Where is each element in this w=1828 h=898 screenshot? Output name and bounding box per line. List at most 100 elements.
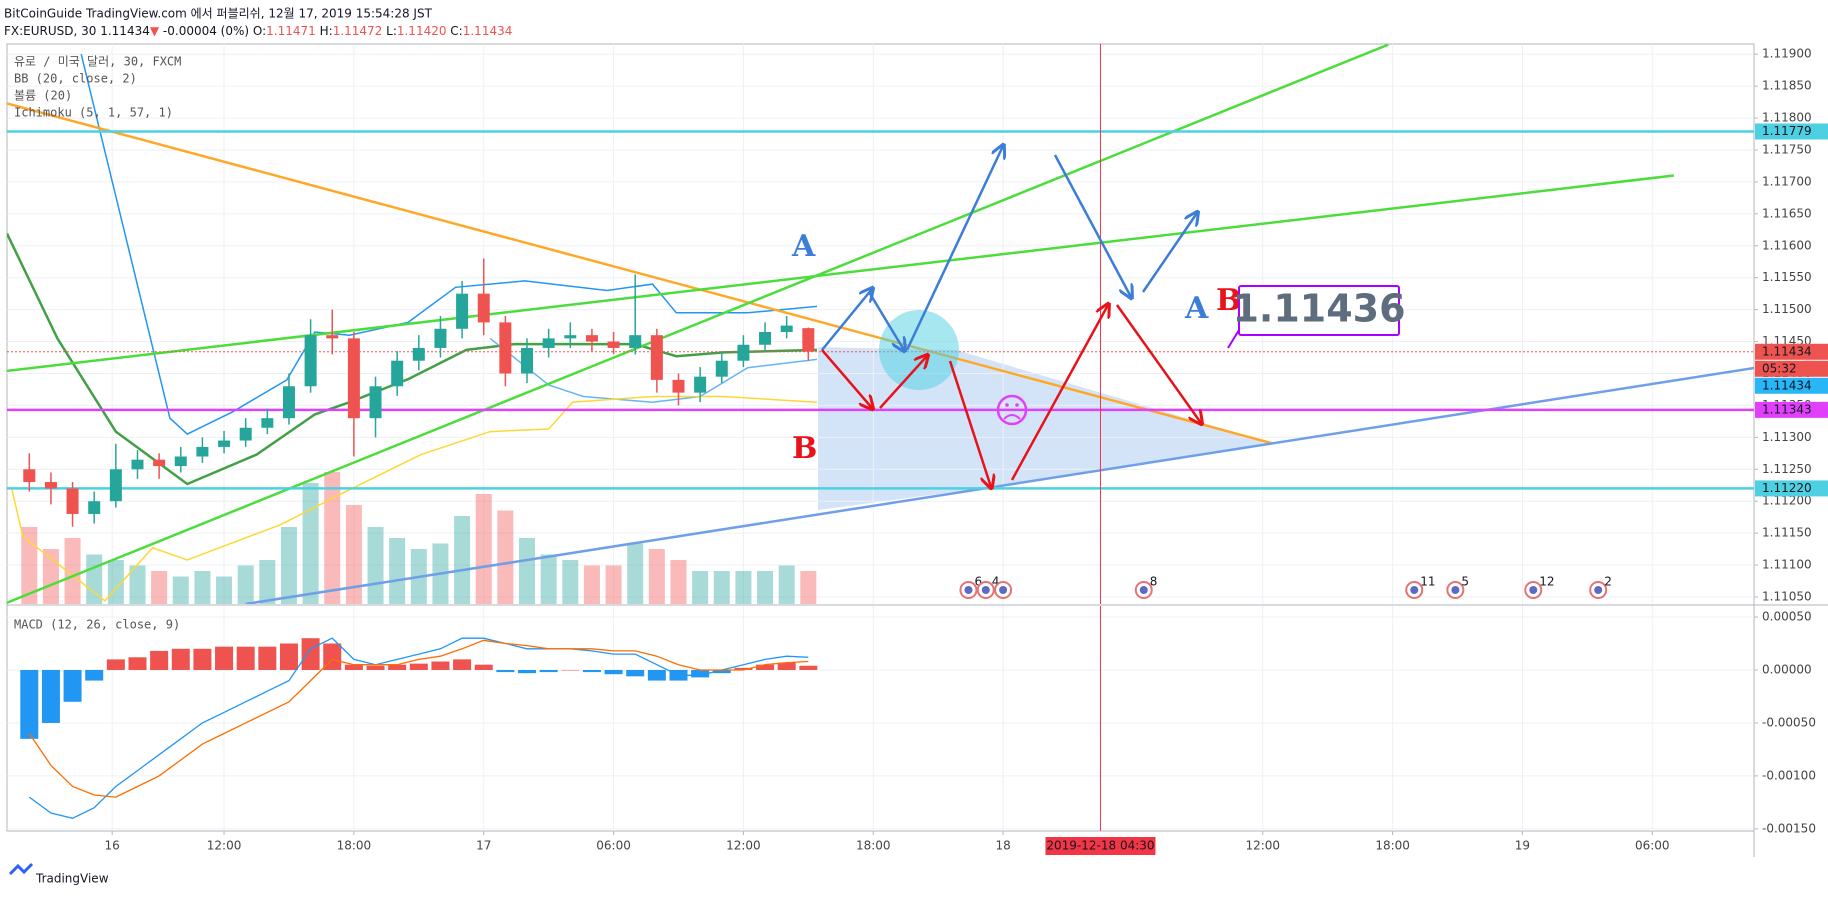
candle-body <box>66 488 79 514</box>
price-badge <box>1755 480 1828 497</box>
macd-bar <box>85 669 104 681</box>
candle-body <box>347 338 360 419</box>
y-tick-label: 1.11300 <box>1762 430 1812 444</box>
event-icon-core <box>1139 586 1148 594</box>
y-tick-label: 1.11250 <box>1762 462 1812 476</box>
x-tick-label: 06:00 <box>1635 839 1670 853</box>
macd-pane <box>7 606 1754 831</box>
macd-bar <box>518 669 537 674</box>
badge-label: 05:32 <box>1762 361 1797 375</box>
volume-bar <box>519 538 536 604</box>
macd-bar <box>626 669 645 677</box>
x-tick-label: 19 <box>1515 839 1530 853</box>
arrow <box>1053 154 1131 297</box>
macd-bar <box>193 648 212 670</box>
candle-body <box>715 360 728 377</box>
trend-line <box>7 174 1675 373</box>
macd-bar <box>344 664 363 670</box>
macd-bar <box>756 664 775 670</box>
trend-line <box>7 44 1389 604</box>
macd-bar <box>691 669 710 678</box>
quote-part: FX:EURUSD, 30 1.11434 <box>4 24 150 38</box>
event-count: 8 <box>1150 575 1158 589</box>
candle-body <box>391 360 404 387</box>
y-tick-label: 1.11850 <box>1762 79 1812 93</box>
volume-bar <box>648 549 665 604</box>
price-badge-label: 1.11343 <box>1762 402 1812 416</box>
macd-line <box>28 637 809 819</box>
price-badge-label: 1.11220 <box>1762 481 1812 495</box>
macd-bar <box>236 646 255 670</box>
volume-bar <box>454 516 471 604</box>
event-count: 5 <box>1461 575 1469 589</box>
annotation-a: A <box>791 229 816 264</box>
candle-body <box>759 331 772 345</box>
event-icon-core <box>1451 586 1460 594</box>
volume-bar <box>540 554 557 604</box>
macd-line <box>28 639 809 798</box>
quote-part: 1.11472 <box>333 24 383 38</box>
y-tick-label: 0.00050 <box>1762 610 1812 624</box>
y-tick-label: -0.00150 <box>1762 821 1816 835</box>
volume-bar <box>605 565 622 604</box>
price-badge-label: 1.11434 <box>1762 344 1812 358</box>
trend-line <box>7 102 1272 445</box>
volume-bar <box>367 527 384 604</box>
event-icon-core <box>981 586 990 594</box>
macd-bar <box>128 657 147 670</box>
macd-bar <box>279 643 298 670</box>
candle-body <box>737 344 750 361</box>
quote-part: ▼ <box>150 24 160 38</box>
quote-part: 1.11420 <box>397 24 447 38</box>
y-tick-label: 1.11550 <box>1762 270 1812 284</box>
candle-body <box>650 335 663 380</box>
price-badge <box>1755 123 1828 140</box>
macd-bar <box>106 659 125 670</box>
candle-body <box>521 347 534 374</box>
candle-body <box>369 386 382 419</box>
y-tick-label: -0.00100 <box>1762 768 1816 782</box>
candle-body <box>261 418 274 428</box>
volume-bar <box>562 560 579 604</box>
arrow <box>821 349 872 408</box>
candle-body <box>780 325 793 332</box>
x-tick-label: 06:00 <box>596 839 631 853</box>
arrow <box>1115 304 1201 423</box>
event-icon-core <box>1594 586 1603 594</box>
candle-body <box>174 456 187 467</box>
x-tick-label: 16 <box>105 839 120 853</box>
candle-body <box>153 459 166 467</box>
macd-bar <box>799 665 818 670</box>
macd-bar <box>431 661 450 670</box>
annotations: A B A B 1.11436 <box>791 146 1406 487</box>
x-tick-label: 12:00 <box>207 839 242 853</box>
annotation-a: A <box>1184 291 1209 326</box>
legend-entry: MACD (12, 26, close, 9) <box>14 618 180 632</box>
macd-bar <box>215 646 234 670</box>
trend-line <box>245 366 1754 604</box>
volume-bar <box>42 549 59 604</box>
candle-body <box>88 501 101 514</box>
candle-body <box>629 335 642 348</box>
y-tick-label: 1.11050 <box>1762 589 1812 603</box>
legend-entry: 볼륨 (20) <box>14 89 72 103</box>
macd-bar <box>734 667 753 670</box>
badge <box>1755 360 1828 377</box>
volume-bar <box>259 560 276 604</box>
volume-bar <box>280 527 297 604</box>
volume-bar <box>475 494 492 604</box>
event-count: 11 <box>1420 575 1435 589</box>
macd-bar <box>496 669 515 673</box>
macd-bar <box>647 669 666 681</box>
candle-body <box>131 459 144 470</box>
volume-bar <box>64 538 81 604</box>
arrow <box>867 291 904 350</box>
candle-body <box>23 469 36 483</box>
volume-bar <box>713 571 730 604</box>
macd-bar <box>539 669 558 673</box>
candle-body <box>326 335 339 339</box>
callout-pointer <box>1227 329 1240 349</box>
candle-body <box>282 386 295 419</box>
macd-bar <box>712 669 731 674</box>
